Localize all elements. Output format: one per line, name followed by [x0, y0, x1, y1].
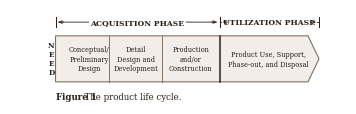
- Text: Conceptual/
Preliminary
Design: Conceptual/ Preliminary Design: [69, 46, 110, 73]
- Text: Detail
Design and
Development: Detail Design and Development: [113, 46, 158, 73]
- Text: UTILIZATION PHASE: UTILIZATION PHASE: [223, 19, 315, 27]
- Text: N
E
E
D: N E E D: [48, 42, 55, 76]
- Text: The product life cycle.: The product life cycle.: [79, 93, 182, 102]
- Polygon shape: [56, 36, 319, 82]
- Text: Figure 1: Figure 1: [56, 93, 96, 102]
- Text: Product Use, Support,
Phase-out, and Disposal: Product Use, Support, Phase-out, and Dis…: [229, 51, 309, 68]
- Text: ACQUISITION PHASE: ACQUISITION PHASE: [90, 19, 185, 27]
- Text: Production
and/or
Construction: Production and/or Construction: [169, 46, 213, 73]
